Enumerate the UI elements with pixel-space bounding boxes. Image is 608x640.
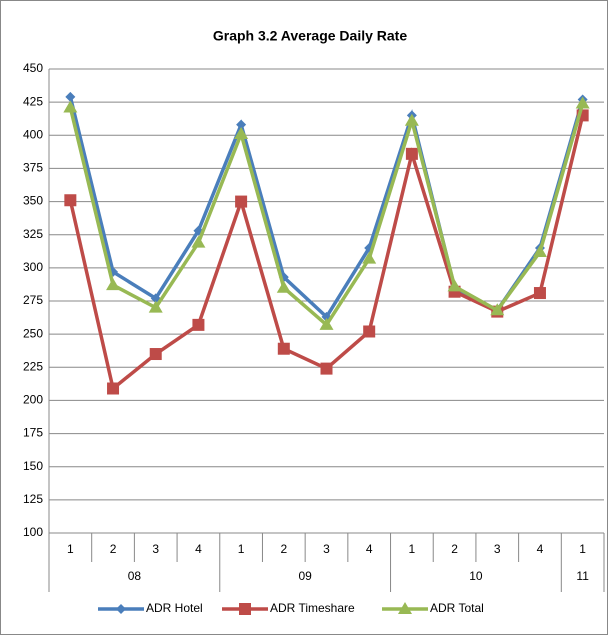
marker bbox=[405, 147, 418, 160]
y-tick-label: 450 bbox=[23, 61, 43, 75]
legend-label: ADR Total bbox=[430, 601, 484, 615]
marker bbox=[239, 603, 251, 615]
marker bbox=[236, 119, 247, 130]
y-tick-label: 250 bbox=[23, 326, 43, 340]
marker bbox=[490, 303, 505, 316]
marker bbox=[363, 325, 376, 338]
marker bbox=[319, 317, 334, 330]
marker bbox=[63, 100, 78, 113]
y-tick-label: 350 bbox=[23, 194, 43, 208]
marker bbox=[64, 194, 77, 207]
legend-label: ADR Timeshare bbox=[270, 601, 355, 615]
x-group-label: 11 bbox=[576, 569, 589, 583]
x-tick-label: 3 bbox=[152, 542, 159, 556]
x-tick-label: 1 bbox=[67, 542, 74, 556]
y-tick-label: 200 bbox=[23, 393, 43, 407]
x-tick-label: 4 bbox=[366, 542, 373, 556]
x-tick-label: 2 bbox=[280, 542, 287, 556]
x-tick-label: 2 bbox=[110, 542, 117, 556]
marker bbox=[107, 382, 120, 395]
y-tick-label: 300 bbox=[23, 260, 43, 274]
marker bbox=[149, 348, 162, 361]
y-tick-label: 375 bbox=[23, 161, 43, 175]
x-group-label: 10 bbox=[469, 569, 483, 583]
marker bbox=[447, 279, 462, 292]
marker bbox=[148, 300, 163, 313]
marker bbox=[234, 126, 249, 139]
marker bbox=[575, 96, 590, 109]
y-tick-label: 425 bbox=[23, 94, 43, 108]
y-tick-label: 150 bbox=[23, 459, 43, 473]
x-tick-label: 1 bbox=[579, 542, 586, 556]
marker bbox=[191, 235, 206, 248]
x-tick-label: 4 bbox=[537, 542, 544, 556]
x-group-label: 08 bbox=[128, 569, 142, 583]
marker bbox=[235, 195, 248, 208]
marker bbox=[532, 244, 547, 257]
marker bbox=[404, 113, 419, 126]
chart-title: Graph 3.2 Average Daily Rate bbox=[213, 28, 407, 44]
marker bbox=[276, 280, 291, 293]
x-group-label: 09 bbox=[298, 569, 312, 583]
y-tick-label: 275 bbox=[23, 293, 43, 307]
y-tick-label: 400 bbox=[23, 127, 43, 141]
x-tick-label: 1 bbox=[238, 542, 245, 556]
y-tick-label: 100 bbox=[23, 525, 43, 539]
x-tick-label: 4 bbox=[195, 542, 202, 556]
marker bbox=[320, 362, 333, 375]
y-tick-label: 325 bbox=[23, 227, 43, 241]
y-tick-label: 125 bbox=[23, 492, 43, 506]
marker bbox=[116, 604, 126, 614]
y-tick-label: 175 bbox=[23, 426, 43, 440]
marker bbox=[533, 287, 546, 300]
marker bbox=[277, 342, 290, 355]
marker bbox=[362, 251, 377, 264]
marker bbox=[192, 318, 205, 331]
x-tick-label: 1 bbox=[409, 542, 416, 556]
x-tick-label: 3 bbox=[494, 542, 501, 556]
y-tick-label: 225 bbox=[23, 359, 43, 373]
marker bbox=[65, 91, 76, 102]
marker bbox=[106, 278, 121, 291]
x-tick-label: 2 bbox=[451, 542, 458, 556]
legend-label: ADR Hotel bbox=[146, 601, 203, 615]
x-tick-label: 3 bbox=[323, 542, 330, 556]
marker bbox=[398, 602, 412, 614]
